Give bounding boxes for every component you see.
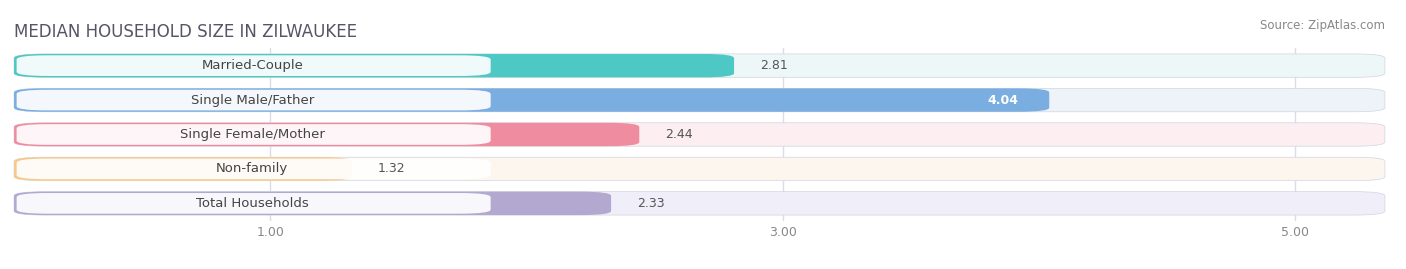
FancyBboxPatch shape xyxy=(14,157,1385,181)
Text: 2.44: 2.44 xyxy=(665,128,693,141)
FancyBboxPatch shape xyxy=(14,192,1385,215)
FancyBboxPatch shape xyxy=(14,157,353,181)
FancyBboxPatch shape xyxy=(17,193,491,214)
FancyBboxPatch shape xyxy=(14,88,1049,112)
FancyBboxPatch shape xyxy=(17,55,491,76)
Text: MEDIAN HOUSEHOLD SIZE IN ZILWAUKEE: MEDIAN HOUSEHOLD SIZE IN ZILWAUKEE xyxy=(14,23,357,41)
Text: Source: ZipAtlas.com: Source: ZipAtlas.com xyxy=(1260,19,1385,32)
Text: Total Households: Total Households xyxy=(195,197,309,210)
Text: 2.33: 2.33 xyxy=(637,197,664,210)
Text: Single Female/Mother: Single Female/Mother xyxy=(180,128,325,141)
FancyBboxPatch shape xyxy=(14,88,1385,112)
Text: 2.81: 2.81 xyxy=(759,59,787,72)
FancyBboxPatch shape xyxy=(14,54,1385,77)
Text: Married-Couple: Married-Couple xyxy=(201,59,304,72)
FancyBboxPatch shape xyxy=(17,90,491,110)
FancyBboxPatch shape xyxy=(14,123,640,146)
Text: 4.04: 4.04 xyxy=(987,94,1018,107)
Text: 1.32: 1.32 xyxy=(378,162,405,175)
FancyBboxPatch shape xyxy=(17,124,491,145)
Text: Single Male/Father: Single Male/Father xyxy=(191,94,314,107)
Text: Non-family: Non-family xyxy=(217,162,288,175)
FancyBboxPatch shape xyxy=(17,159,491,179)
FancyBboxPatch shape xyxy=(14,123,1385,146)
FancyBboxPatch shape xyxy=(14,192,612,215)
FancyBboxPatch shape xyxy=(14,54,734,77)
